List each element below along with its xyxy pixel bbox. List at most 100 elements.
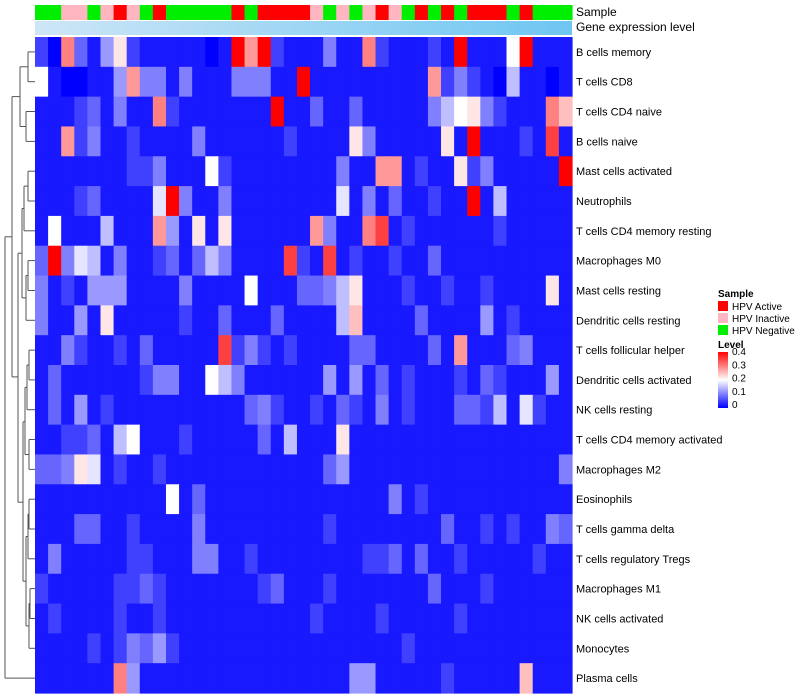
heatmap-cell — [519, 37, 534, 68]
heatmap-cell — [532, 245, 547, 277]
heatmap-cell — [323, 424, 337, 456]
heatmap-cell — [375, 633, 390, 664]
heatmap-cell — [205, 186, 219, 217]
heatmap-cell — [205, 275, 219, 306]
heatmap-cell — [205, 37, 219, 68]
heatmap-cell — [48, 514, 62, 545]
heatmap-cell — [87, 156, 102, 187]
heatmap-cell — [257, 186, 272, 217]
heatmap-cell — [152, 186, 167, 217]
heatmap-cell — [349, 365, 364, 396]
heatmap-cell — [244, 96, 259, 128]
heatmap-cell — [493, 543, 508, 575]
heatmap-cell — [506, 484, 521, 515]
sample-annotation-cell — [388, 5, 403, 20]
heatmap-cell — [152, 156, 167, 187]
heatmap-cell — [296, 484, 311, 515]
sample-annotation-cell — [218, 5, 233, 20]
heatmap-cell — [192, 603, 206, 634]
heatmap-cell — [231, 424, 246, 456]
heatmap-cell — [349, 215, 364, 247]
heatmap-cell — [205, 633, 219, 664]
heatmap-cell — [74, 275, 88, 306]
heatmap-cell — [454, 633, 468, 664]
heatmap-cell — [545, 514, 560, 545]
heatmap-cell — [74, 245, 88, 277]
heatmap-cell — [48, 454, 62, 485]
heatmap-cell — [283, 215, 298, 247]
heatmap-cell — [113, 514, 128, 545]
heatmap-cell — [545, 424, 560, 456]
heatmap-cell — [165, 424, 180, 456]
heatmap-cell — [296, 394, 311, 426]
heatmap-cell — [218, 96, 233, 128]
heatmap-cell — [362, 573, 377, 605]
heatmap-cell — [244, 245, 259, 277]
heatmap-cell — [74, 156, 88, 187]
heatmap-cell — [296, 603, 311, 634]
heatmap-cell — [388, 66, 403, 98]
heatmap-cell — [441, 365, 455, 396]
heatmap-cell — [323, 215, 337, 247]
heatmap-cell — [244, 633, 259, 664]
heatmap-cell — [165, 365, 180, 396]
heatmap-cell — [35, 663, 49, 694]
heatmap-cell — [375, 335, 390, 366]
heatmap-cell — [480, 335, 495, 366]
sample-annotation-cell — [349, 5, 364, 20]
heatmap-cell — [349, 305, 364, 336]
heatmap-cell — [532, 514, 547, 545]
heatmap-cell — [113, 573, 128, 605]
heatmap-cell — [467, 514, 481, 545]
heatmap-cell — [100, 603, 115, 634]
heatmap-cell — [192, 365, 206, 396]
heatmap-cell — [558, 424, 573, 456]
heatmap-cell — [218, 543, 233, 575]
heatmap-cell — [558, 126, 573, 157]
heatmap-cell — [205, 215, 219, 247]
heatmap-cell — [218, 186, 233, 217]
heatmap-cell — [48, 633, 62, 664]
heatmap-cell — [296, 365, 311, 396]
heatmap-cell — [493, 514, 508, 545]
heatmap-cell — [61, 96, 75, 128]
heatmap-cell — [165, 573, 180, 605]
heatmap-cell — [545, 305, 560, 336]
heatmap-cell — [270, 514, 285, 545]
heatmap-cell — [231, 514, 246, 545]
heatmap-cell — [283, 66, 298, 98]
heatmap-cell — [336, 365, 350, 396]
row-label: T cells CD4 memory activated — [576, 435, 723, 447]
heatmap-cell — [100, 156, 115, 187]
heatmap-cell — [35, 275, 49, 306]
heatmap-cell — [414, 126, 429, 157]
heatmap-cell — [283, 454, 298, 485]
heatmap-cell — [231, 37, 246, 68]
heatmap-cell — [519, 245, 534, 277]
heatmap-cell — [192, 454, 206, 485]
heatmap-cell — [506, 126, 521, 157]
heatmap-cell — [506, 66, 521, 98]
heatmap-cell — [165, 543, 180, 575]
heatmap-cell — [270, 335, 285, 366]
heatmap-cell — [454, 66, 468, 98]
heatmap-cell — [100, 96, 115, 128]
heatmap-cell — [100, 543, 115, 575]
heatmap-cell — [100, 394, 115, 426]
sample-annotation-cell — [74, 5, 88, 20]
heatmap-cell — [179, 66, 193, 98]
heatmap-cell — [388, 514, 403, 545]
heatmap-cell — [480, 245, 495, 277]
heatmap-cell — [388, 484, 403, 515]
heatmap-cell — [139, 245, 154, 277]
heatmap-cell — [152, 96, 167, 128]
heatmap-cell — [283, 663, 298, 694]
heatmap-cell — [401, 66, 416, 98]
heatmap-cell — [126, 633, 141, 664]
heatmap-cell — [336, 394, 350, 426]
heatmap-cell — [270, 275, 285, 306]
heatmap-cell — [336, 603, 350, 634]
heatmap-cell — [61, 66, 75, 98]
heatmap-cell — [283, 37, 298, 68]
heatmap-cell — [480, 215, 495, 247]
